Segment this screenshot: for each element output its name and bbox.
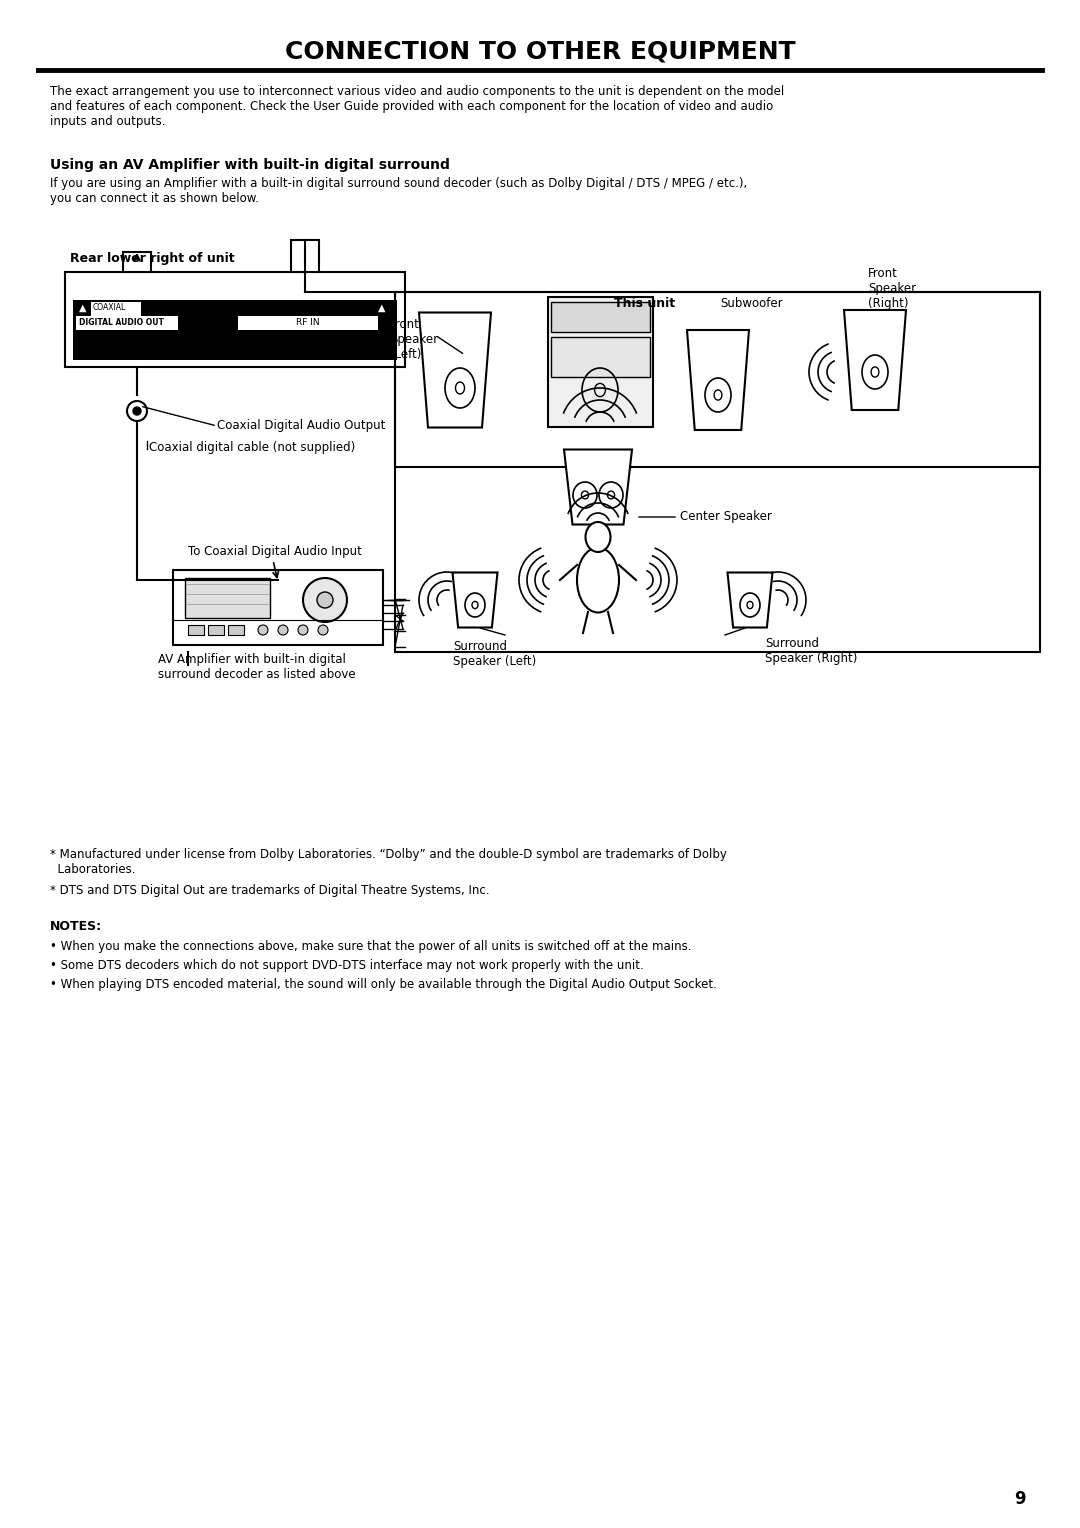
Bar <box>76 316 178 330</box>
Text: ▲: ▲ <box>79 303 86 313</box>
Text: CONNECTION TO OTHER EQUIPMENT: CONNECTION TO OTHER EQUIPMENT <box>285 40 795 64</box>
Text: Front
Speaker
(Left): Front Speaker (Left) <box>390 318 438 361</box>
Bar <box>65 272 405 367</box>
Text: ▲: ▲ <box>378 303 386 313</box>
Text: Rear lower right of unit: Rear lower right of unit <box>70 252 234 264</box>
Text: If you are using an Amplifier with a built-in digital surround sound decoder (su: If you are using an Amplifier with a bui… <box>50 177 747 205</box>
Text: • Some DTS decoders which do not support DVD-DTS interface may not work properly: • Some DTS decoders which do not support… <box>50 960 644 972</box>
Bar <box>291 240 319 272</box>
Text: The exact arrangement you use to interconnect various video and audio components: The exact arrangement you use to interco… <box>50 86 784 128</box>
Text: Front
Speaker
(Right): Front Speaker (Right) <box>868 267 916 310</box>
Bar <box>173 570 383 645</box>
Bar <box>185 578 270 617</box>
Circle shape <box>258 625 268 636</box>
Bar <box>91 303 141 316</box>
Ellipse shape <box>577 547 619 613</box>
Text: 9: 9 <box>1014 1490 1026 1508</box>
Circle shape <box>127 400 147 422</box>
Bar <box>551 303 649 332</box>
Text: AV Amplifier with built-in digital
surround decoder as listed above: AV Amplifier with built-in digital surro… <box>158 652 355 681</box>
Text: This unit: This unit <box>615 296 675 310</box>
Text: Coaxial digital cable (not supplied): Coaxial digital cable (not supplied) <box>149 442 355 454</box>
Polygon shape <box>419 313 491 428</box>
Bar <box>188 625 204 636</box>
Text: Center Speaker: Center Speaker <box>680 510 772 523</box>
Bar <box>395 292 1040 652</box>
Circle shape <box>298 625 308 636</box>
Text: * Manufactured under license from Dolby Laboratories. “Dolby” and the double-D s: * Manufactured under license from Dolby … <box>50 848 727 876</box>
Polygon shape <box>564 449 632 524</box>
Text: RF IN: RF IN <box>296 318 320 327</box>
Text: Subwoofer: Subwoofer <box>720 296 783 310</box>
Text: Using an AV Amplifier with built-in digital surround: Using an AV Amplifier with built-in digi… <box>50 157 450 173</box>
Text: NOTES:: NOTES: <box>50 920 103 934</box>
Polygon shape <box>687 330 750 429</box>
Text: DIGITAL AUDIO OUT: DIGITAL AUDIO OUT <box>79 318 164 327</box>
Bar <box>73 299 397 361</box>
Circle shape <box>318 625 328 636</box>
Text: Surround
Speaker (Right): Surround Speaker (Right) <box>765 637 858 665</box>
Bar <box>548 296 652 426</box>
Text: To Coaxial Digital Audio Input: To Coaxial Digital Audio Input <box>188 545 362 558</box>
Polygon shape <box>728 573 772 628</box>
Bar <box>228 625 244 636</box>
Text: Coaxial Digital Audio Output: Coaxial Digital Audio Output <box>217 419 386 432</box>
Text: Surround
Speaker (Left): Surround Speaker (Left) <box>453 640 537 668</box>
Text: • When you make the connections above, make sure that the power of all units is : • When you make the connections above, m… <box>50 940 691 953</box>
Text: COAXIAL: COAXIAL <box>93 303 126 312</box>
Text: • When playing DTS encoded material, the sound will only be available through th: • When playing DTS encoded material, the… <box>50 978 717 992</box>
Circle shape <box>318 591 333 608</box>
Circle shape <box>303 578 347 622</box>
Bar <box>208 625 224 636</box>
Bar <box>551 338 649 377</box>
Ellipse shape <box>585 523 610 552</box>
Circle shape <box>133 406 141 416</box>
Polygon shape <box>843 310 906 410</box>
Bar <box>238 316 378 330</box>
Bar <box>123 252 151 272</box>
Text: * DTS and DTS Digital Out are trademarks of Digital Theatre Systems, Inc.: * DTS and DTS Digital Out are trademarks… <box>50 885 489 897</box>
Circle shape <box>278 625 288 636</box>
Polygon shape <box>453 573 498 628</box>
Bar <box>395 292 1040 468</box>
